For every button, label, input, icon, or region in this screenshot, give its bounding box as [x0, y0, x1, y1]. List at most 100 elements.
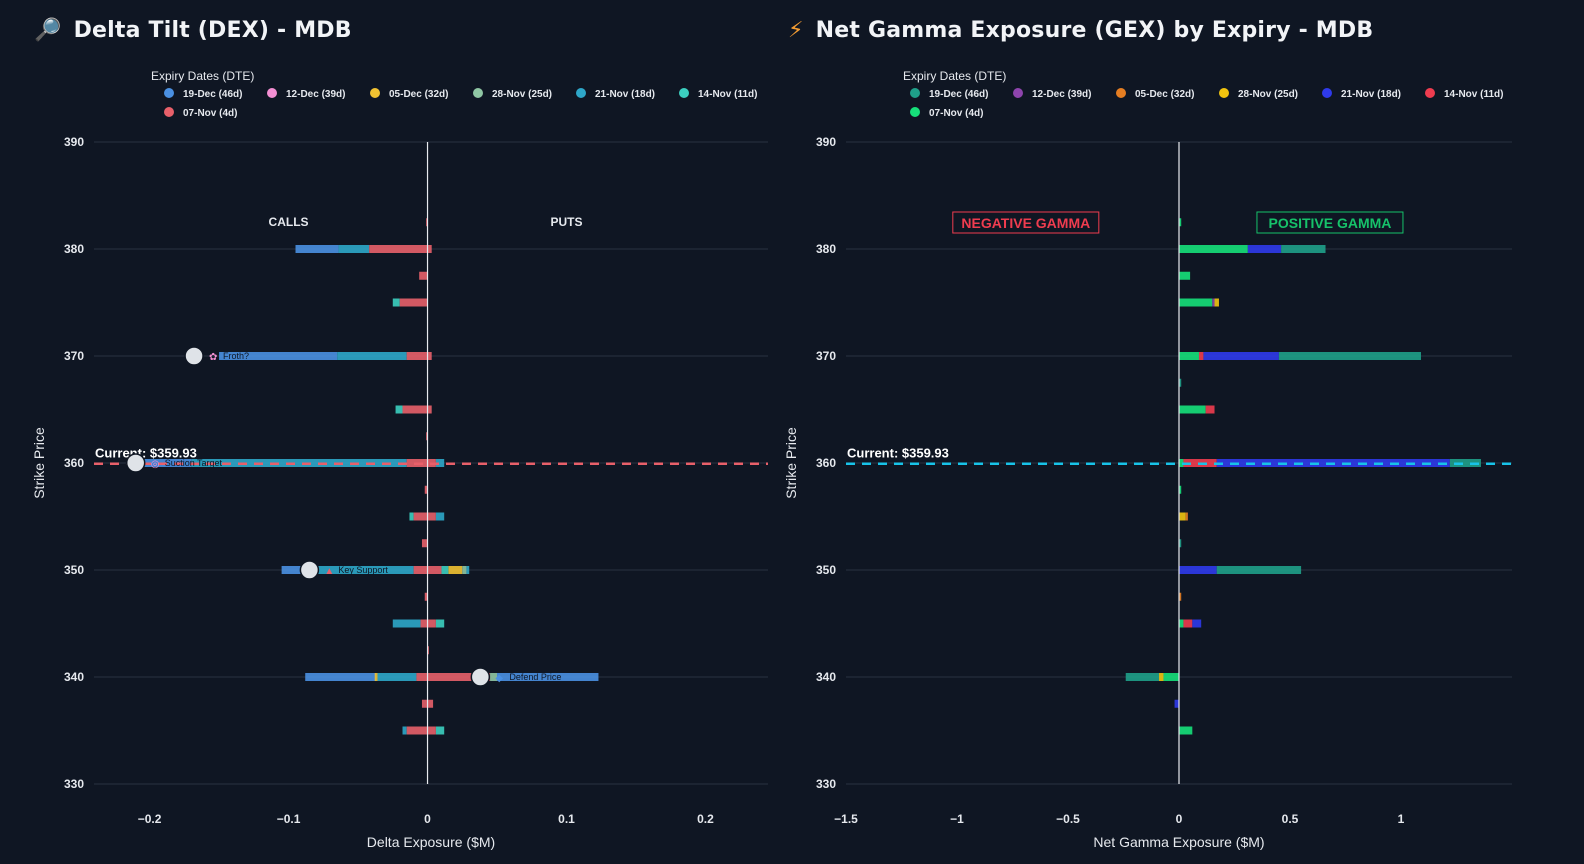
gex-chart: Expiry Dates (DTE) 19-Dec (46d) 12-Dec (39…: [783, 69, 1512, 850]
dex-bar: [490, 673, 498, 681]
dex-callout-label: Froth?: [223, 351, 249, 361]
gex-legend-swatch: [910, 88, 920, 98]
gex-legend-swatch: [1219, 88, 1229, 98]
gex-region-label: POSITIVE GAMMA: [1269, 215, 1392, 231]
gex-ytick-label: 330: [816, 777, 836, 791]
dex-legend-item: 07-Nov (4d): [164, 107, 237, 119]
gex-legend-label: 14-Nov (11d): [1444, 89, 1503, 100]
dex-ytick-label: 340: [64, 670, 84, 684]
dex-ytick-label: 370: [64, 349, 84, 363]
pin-icon: ▲: [324, 566, 334, 577]
gex-region-label: NEGATIVE GAMMA: [961, 215, 1090, 231]
gex-legend-label: 28-Nov (25d): [1238, 89, 1298, 100]
gex-bar: [1216, 566, 1302, 574]
gex-legend-item: 21-Nov (18d): [1322, 88, 1401, 100]
dex-callout-label: Key Support: [338, 565, 388, 575]
dex-ytick-label: 390: [64, 135, 84, 149]
dex-bar: [466, 566, 470, 574]
dex-bar: [421, 699, 428, 708]
gex-xtick-label: 1: [1398, 812, 1405, 826]
dex-bar: [295, 245, 339, 253]
dex-legend-swatch: [164, 107, 174, 117]
gex-legend-label: 19-Dec (46d): [929, 89, 988, 100]
dex-bar: [427, 245, 432, 253]
gex-bar: [1183, 619, 1193, 628]
gex-bar: [1449, 459, 1481, 467]
dex-bar: [392, 619, 421, 628]
dex-bar: [435, 726, 445, 735]
gex-legend-swatch: [1116, 88, 1126, 98]
shield-icon: ◆: [495, 673, 503, 684]
dex-bar: [448, 566, 463, 574]
gex-legend-swatch: [1322, 88, 1332, 98]
gex-legend-label: 12-Dec (39d): [1032, 89, 1091, 100]
gex-bar: [1214, 298, 1219, 307]
dex-callout-label: Suction Target: [165, 458, 223, 468]
dex-legend-swatch: [679, 88, 689, 98]
gex-bar: [1125, 673, 1160, 681]
dex-bar: [427, 619, 436, 628]
dex-legend-swatch: [267, 88, 277, 98]
gex-bar: [1163, 673, 1179, 681]
gex-bar: [1174, 699, 1179, 708]
dex-bar: [413, 566, 428, 574]
dex-legend-label: 07-Nov (4d): [183, 108, 237, 119]
dex-xtick-label: 0: [424, 812, 431, 826]
dex-title-text: Delta Tilt (DEX) - MDB: [73, 18, 352, 43]
gex-bar: [1179, 352, 1199, 360]
dex-bar: [426, 432, 428, 441]
gex-bar: [1278, 352, 1421, 360]
gex-ytick-label: 360: [816, 456, 836, 470]
dex-ytick-label: 350: [64, 563, 84, 577]
dex-bar: [281, 566, 317, 574]
gex-bar: [1159, 673, 1164, 681]
gex-bar: [1198, 352, 1204, 360]
dex-bar: [424, 592, 428, 601]
dex-panel-title: 🔎 Delta Tilt (DEX) - MDB: [34, 18, 352, 43]
dex-bar: [427, 673, 491, 681]
gex-bar: [1179, 726, 1193, 735]
dex-xtick-label: −0.2: [138, 812, 162, 826]
gex-legend-swatch: [1425, 88, 1435, 98]
gex-ytick-label: 390: [816, 135, 836, 149]
dex-bar: [402, 726, 407, 735]
target-icon: ◎: [151, 459, 160, 470]
dex-legend-label: 21-Nov (18d): [595, 89, 655, 100]
gex-bar: [1281, 245, 1326, 253]
gex-bar: [1247, 245, 1282, 253]
gex-xtick-label: 0: [1176, 812, 1183, 826]
gex-bar: [1179, 271, 1191, 280]
dex-bar: [419, 271, 428, 280]
dex-bar: [427, 699, 434, 708]
gex-legend-item: 12-Dec (39d): [1013, 88, 1091, 100]
dex-bar: [427, 512, 436, 521]
gex-legend-swatch: [910, 107, 920, 117]
gex-xtick-label: −1.5: [834, 812, 858, 826]
gex-bar: [1185, 512, 1188, 521]
gex-bar: [1179, 592, 1182, 601]
gex-bar: [1179, 485, 1182, 494]
dex-callout-marker: [125, 453, 146, 473]
gex-current-price-label: Current: $359.93: [847, 446, 949, 461]
dex-legend-item: 21-Nov (18d): [576, 88, 655, 100]
gex-legend-swatch: [1013, 88, 1023, 98]
gex-bar: [1179, 298, 1213, 307]
dex-bar: [395, 405, 403, 414]
gex-legend-title: Expiry Dates (DTE): [903, 69, 1006, 83]
dex-bar: [338, 245, 370, 253]
gex-xtick-label: 0.5: [1282, 812, 1299, 826]
dex-legend-item: 14-Nov (11d): [679, 88, 757, 100]
dex-callout-marker: [184, 346, 204, 366]
gex-bar: [1179, 619, 1184, 628]
gex-bar: [1179, 539, 1182, 548]
dex-bar: [435, 512, 445, 521]
dex-legend-label: 12-Dec (39d): [286, 89, 345, 100]
dex-bar: [369, 245, 428, 253]
lightning-icon: ⚡: [788, 18, 804, 43]
gex-legend-item: 19-Dec (46d): [910, 88, 988, 100]
gex-bar: [1203, 352, 1279, 360]
gex-bar: [1212, 298, 1215, 307]
dex-bar: [462, 566, 467, 574]
dex-bar: [377, 673, 417, 681]
